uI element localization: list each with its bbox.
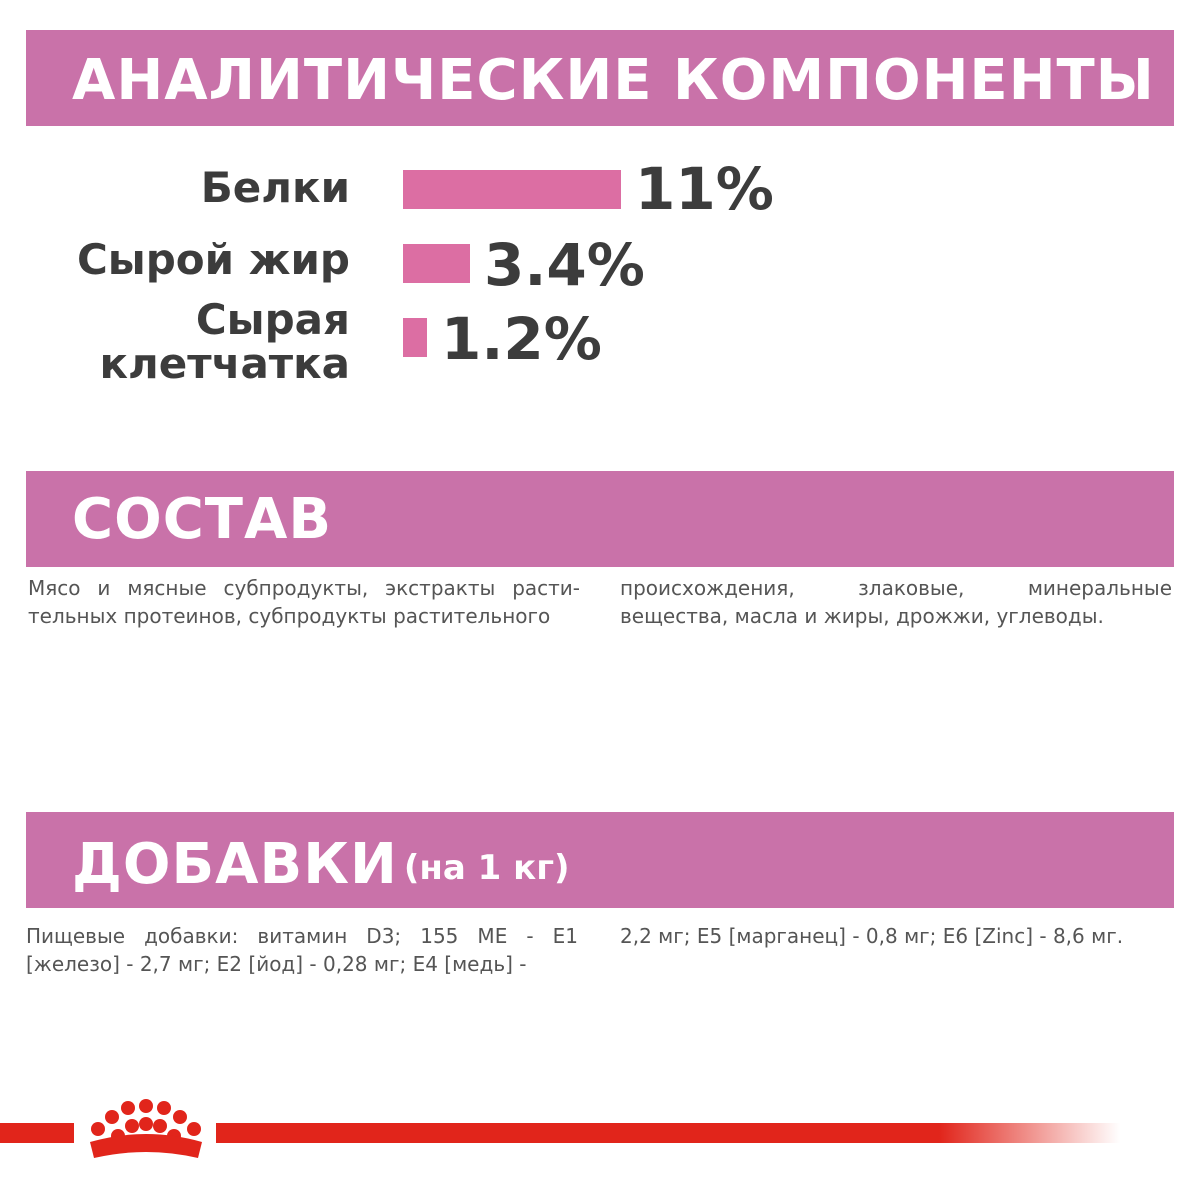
additives-title: ДОБАВКИ: [72, 832, 398, 897]
nutrient-bar-fat: [403, 244, 470, 283]
additives-title-wrap: ДОБАВКИ (на 1 кг): [72, 832, 570, 897]
nutrient-bar-protein: [403, 170, 621, 209]
analytic-header-band: АНАЛИТИЧЕСКИЕ КОМПОНЕНТЫ: [26, 30, 1174, 126]
nutrient-label-fat: Сырой жир: [76, 235, 350, 284]
additives-text-col1: Пищевые добавки: витамин D3; 155 МЕ - E1…: [26, 924, 578, 976]
nutrient-value-fiber: 1.2%: [441, 305, 602, 373]
brand-line-left: [0, 1123, 74, 1143]
nutrient-label-fiber-line1: Сырая: [195, 295, 350, 344]
composition-text-col2: происхождения, злаковые, минеральные вещ…: [620, 576, 1172, 628]
additives-header-band: ДОБАВКИ (на 1 кг): [26, 812, 1174, 908]
composition-header-band: СОСТАВ: [26, 471, 1174, 567]
analytic-title: АНАЛИТИЧЕСКИЕ КОМПОНЕНТЫ: [72, 48, 1155, 113]
nutrient-label-fiber: Сырая клетчатка: [100, 298, 350, 386]
composition-title: СОСТАВ: [72, 487, 333, 552]
brand-line-right: [216, 1123, 1120, 1143]
additives-title-sub: (на 1 кг): [403, 848, 570, 888]
composition-text-col1: Мясо и мясные субпродукты, экстракты рас…: [28, 576, 580, 628]
nutrient-label-protein: Белки: [200, 163, 350, 212]
additives-text-col2: 2,2 мг; E5 [марганец] - 0,8 мг; E6 [Zinc…: [620, 924, 1124, 948]
royal-canin-crown-icon: [90, 1099, 202, 1158]
nutrient-label-fiber-line2: клетчатка: [99, 339, 350, 388]
nutrient-bar-fiber: [403, 318, 427, 357]
nutrient-value-protein: 11%: [635, 155, 774, 223]
nutrient-value-fat: 3.4%: [484, 231, 645, 299]
